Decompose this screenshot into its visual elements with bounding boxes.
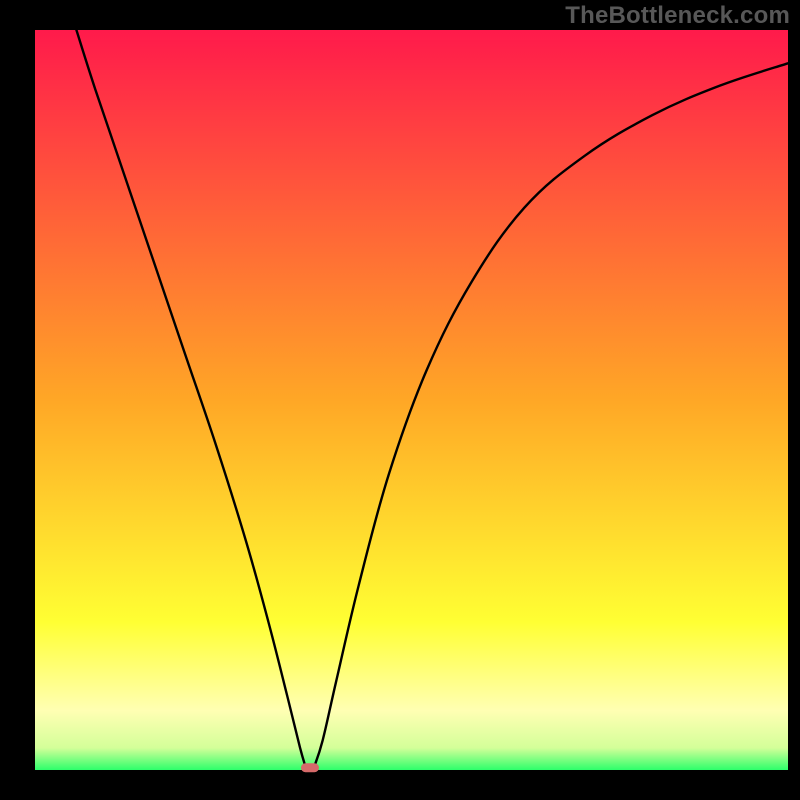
chart-frame: TheBottleneck.com [0, 0, 800, 800]
bottleneck-curve [0, 0, 800, 800]
optimum-marker [301, 763, 319, 773]
